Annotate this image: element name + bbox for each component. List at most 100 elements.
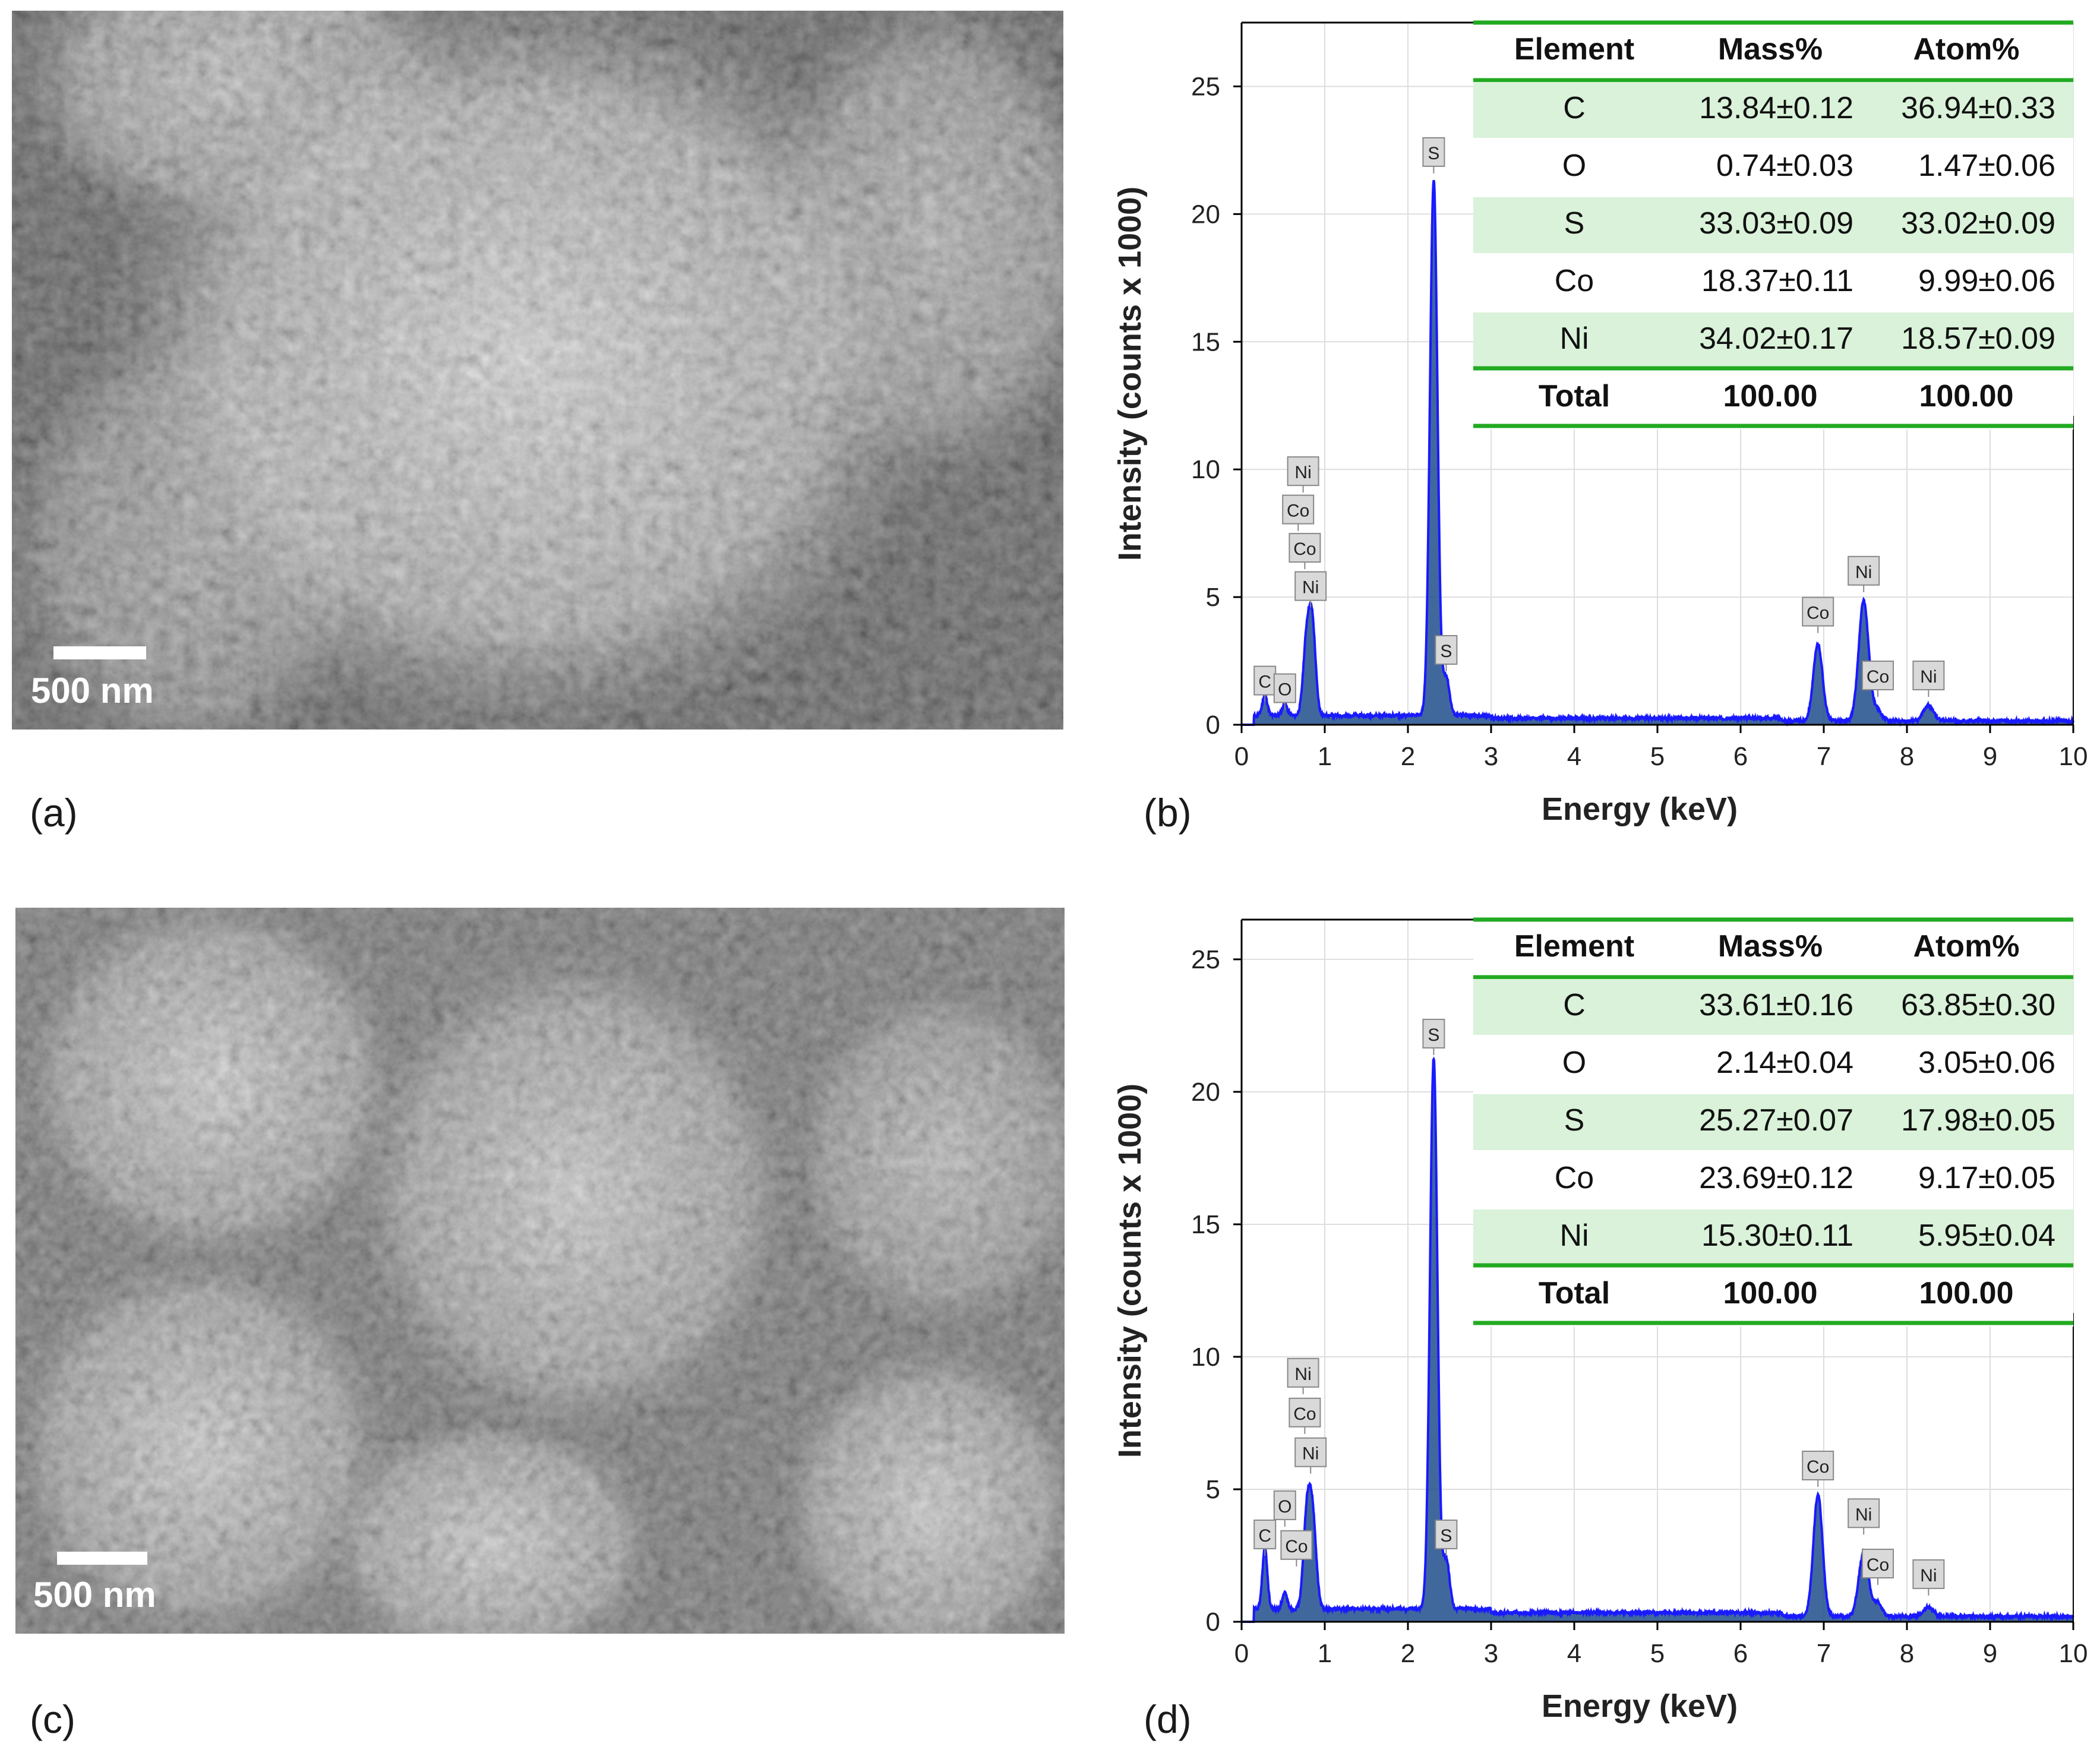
panel-label-b: (b) [1144,791,1192,835]
peak-label-text: Ni [1302,1444,1319,1464]
table-header-cell: Atom% [1913,32,2019,67]
eds-spectrum-b: 0 1 2 3 4 5 6 7 8 9 10 0 5 10 15 20 25 Energy (keV) Intens… [1117,20,2088,827]
table-cell-element: Ni [1559,321,1589,356]
peak-label-text: Ni [1920,1566,1937,1586]
x-tick-label: 2 [1401,1639,1415,1668]
peak-label-text: O [1278,1497,1291,1517]
y-tick-label: 10 [1191,455,1220,484]
peak-label-box [1253,665,1277,696]
peak-label: Ni [1294,571,1327,608]
peak-label-box [1287,1357,1319,1388]
table-cell-atom: 17.98±0.05 [1901,1103,2055,1138]
table-cell-atom: 5.95±0.04 [1918,1218,2055,1253]
peak-label-box [1912,1559,1945,1589]
peak-label-box [1282,494,1315,525]
y-tick-label: 5 [1206,583,1220,612]
table-header-cell: Element [1514,32,1634,67]
peak-label-box [1287,456,1319,487]
peak-label-text: S [1440,642,1452,661]
x-tick-label: 5 [1650,1639,1665,1668]
x-tick-label: 0 [1234,742,1249,771]
peak-label: S [1435,1519,1458,1556]
table-cell-element: Co [1555,264,1594,298]
y-tick-label: 10 [1191,1343,1220,1372]
x-tick-label: 7 [1817,1639,1831,1668]
table-row-band [1473,312,2073,368]
table-cell-mass: 2.14±0.04 [1716,1046,1853,1080]
table-row-band [1473,979,2073,1035]
x-tick-label: 6 [1733,742,1748,771]
peak-label: Co [1862,1549,1894,1586]
eds-chart-d: 0 1 2 3 4 5 6 7 8 9 10 0 5 10 15 20 25 Energy (keV) Intens… [1117,897,2091,1752]
x-axis-label: Energy (keV) [1542,1688,1738,1724]
peak-label-box [1273,1490,1296,1520]
peak-label-text: S [1428,1025,1439,1045]
table-total-cell: 100.00 [1723,1276,1817,1310]
sem-image-c [15,908,1065,1634]
y-axis-label: Intensity (counts x 1000) [1117,1084,1148,1458]
table-cell-atom: 1.47±0.06 [1918,149,2055,183]
peak-label: Co [1802,596,1834,633]
table-cell-element: O [1562,1046,1586,1080]
x-tick-label: 1 [1318,1639,1332,1668]
x-tick-label: 9 [1983,1639,1997,1668]
peak-label-box [1848,555,1880,586]
peak-label: Co [1862,661,1894,697]
peak-label: C [1253,665,1277,702]
eds-chart-b: 0 1 2 3 4 5 6 7 8 9 10 0 5 10 15 20 25 Energy (keV) Intens… [1117,0,2091,855]
y-axis-label: Intensity (counts x 1000) [1117,187,1148,561]
composition-table: Element Mass% Atom% C 33.61±0.16 63.85±0.30 O 2… [1473,917,2073,1327]
peak-label-text: C [1258,672,1271,692]
table-cell-element: C [1563,91,1586,125]
table-row-band [1473,1209,2073,1265]
x-tick-label: 10 [2059,742,2088,771]
x-axis-label: Energy (keV) [1542,791,1738,827]
peak-label-text: Co [1287,501,1309,521]
peak-label-box [1802,596,1834,627]
x-tick-label: 3 [1484,742,1498,771]
peak-label-text: Co [1293,539,1316,559]
peak-label-box [1435,1519,1458,1549]
y-tick-label: 15 [1191,1210,1220,1239]
x-tick-label: 10 [2059,1639,2088,1668]
table-cell-mass: 23.69±0.12 [1699,1161,1853,1195]
peak-label-text: Co [1293,1404,1316,1424]
table-total-cell: 100.00 [1919,379,2013,413]
x-tick-label: 8 [1900,742,1914,771]
eds-spectrum-d: 0 1 2 3 4 5 6 7 8 9 10 0 5 10 15 20 25 Energy (keV) Intens… [1117,917,2088,1724]
table-cell-element: O [1562,149,1586,183]
peak-label-text: O [1278,680,1291,700]
table-cell-atom: 33.02±0.09 [1901,206,2055,241]
panel-label-c: (c) [30,1697,75,1741]
peak-label-box [1862,1549,1894,1579]
y-tick-label: 25 [1191,945,1220,974]
peak-label-text: Co [1867,667,1889,687]
y-tick-label: 15 [1191,327,1220,356]
table-row-band [1473,197,2073,253]
x-tick-label: 4 [1567,1639,1581,1668]
table-cell-atom: 9.99±0.06 [1918,264,2055,298]
peak-label: O [1273,1490,1296,1527]
scale-text-c: 500 nm [33,1575,156,1615]
table-cell-mass: 13.84±0.12 [1699,91,1853,125]
peak-label-box [1294,1437,1327,1467]
table-header-cell: Mass% [1718,929,1823,964]
table-cell-mass: 0.74±0.03 [1716,149,1853,183]
x-tick-label: 8 [1900,1639,1914,1668]
table-total-cell: 100.00 [1723,379,1817,413]
table-header-cell: Mass% [1718,32,1823,67]
sem-micrograph-a [12,11,1063,730]
x-tick-label: 9 [1983,742,1997,771]
table-cell-element: S [1564,206,1585,241]
table-header-cell: Element [1514,929,1634,964]
peak-label-box [1289,1397,1321,1428]
peak-label-text: Co [1807,604,1829,623]
peak-label-box [1862,661,1894,691]
table-cell-atom: 63.85±0.30 [1901,988,2055,1022]
peak-label: O [1273,673,1296,710]
table-cell-atom: 36.94±0.33 [1901,91,2055,125]
peak-label-text: S [1440,1526,1452,1546]
scale-bar-c [57,1552,147,1565]
spectrum-line [1242,1056,2074,1623]
table-cell-element: S [1564,1103,1585,1138]
